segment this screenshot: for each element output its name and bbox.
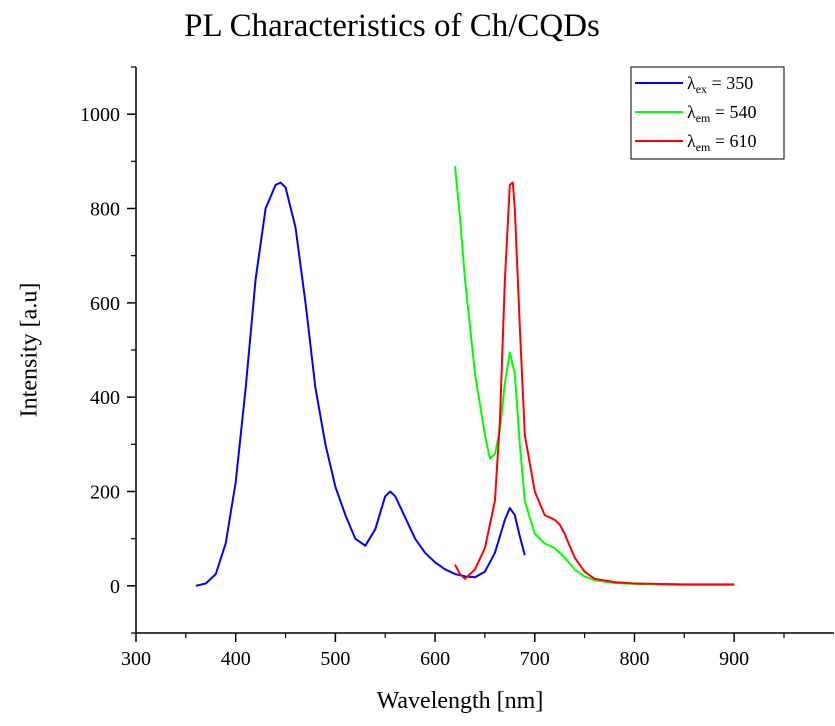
series-line-3	[454, 181, 735, 586]
y-tick-label: 400	[90, 387, 120, 409]
x-tick-label: 400	[221, 648, 251, 670]
x-axis-label: Wavelength [nm]	[376, 688, 544, 714]
y-tick-label: 0	[110, 576, 120, 598]
series-line-1	[195, 181, 526, 587]
x-tick-label: 700	[520, 648, 550, 670]
y-tick-label: 600	[90, 293, 120, 315]
y-tick-label: 1000	[80, 104, 120, 126]
x-tick-label: 600	[420, 648, 450, 670]
legend-entry-2: λem = 540	[687, 102, 757, 125]
chart-title: PL Characteristics of Ch/CQDs	[184, 8, 600, 44]
y-tick-label: 800	[90, 199, 120, 221]
y-tick-label: 200	[90, 482, 120, 504]
series-line-2	[454, 166, 735, 586]
legend-entry-3: λem = 610	[687, 131, 757, 154]
x-tick-label: 900	[719, 648, 749, 670]
x-tick-label: 800	[619, 648, 649, 670]
x-tick-label: 300	[121, 648, 151, 670]
x-tick-label: 500	[320, 648, 350, 670]
legend-entry-1: λex = 350	[687, 73, 753, 96]
